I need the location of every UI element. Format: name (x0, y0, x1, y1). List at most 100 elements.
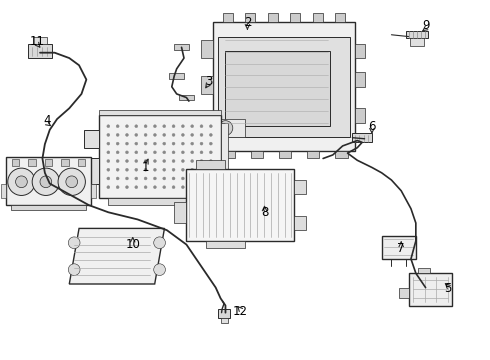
Bar (225, 51, 330, 126)
Bar (223, 150, 235, 158)
Circle shape (107, 151, 110, 154)
Circle shape (107, 125, 110, 128)
Circle shape (16, 176, 27, 188)
Text: 3: 3 (205, 75, 212, 88)
Text: 1: 1 (141, 161, 148, 174)
Bar (355, 72, 365, 87)
Bar (170, 73, 184, 79)
Bar (355, 44, 365, 58)
Bar (84, 158, 98, 184)
Circle shape (153, 168, 156, 171)
Bar (174, 202, 186, 223)
Circle shape (191, 125, 194, 128)
Circle shape (116, 125, 119, 128)
Text: 11: 11 (30, 35, 45, 49)
Circle shape (125, 186, 128, 189)
Text: 8: 8 (261, 207, 268, 220)
Circle shape (209, 159, 212, 162)
Bar (409, 273, 452, 306)
Circle shape (32, 168, 59, 195)
Text: 7: 7 (397, 242, 405, 255)
Circle shape (181, 177, 184, 180)
Circle shape (153, 159, 156, 162)
Bar (91, 184, 96, 198)
Circle shape (172, 168, 175, 171)
Circle shape (191, 142, 194, 145)
Bar (220, 123, 228, 191)
Bar (98, 110, 220, 116)
Bar (196, 160, 225, 169)
Circle shape (209, 177, 212, 180)
Circle shape (153, 125, 156, 128)
Circle shape (144, 134, 147, 136)
Circle shape (172, 186, 175, 189)
Circle shape (181, 186, 184, 189)
Bar (218, 309, 230, 318)
Circle shape (153, 151, 156, 154)
Circle shape (125, 142, 128, 145)
Bar (179, 95, 194, 100)
Bar (61, 159, 69, 166)
Bar (206, 241, 245, 248)
Bar (98, 116, 220, 198)
Circle shape (200, 134, 203, 136)
Circle shape (209, 151, 212, 154)
Circle shape (125, 134, 128, 136)
Bar (410, 39, 424, 45)
Circle shape (163, 168, 166, 171)
Circle shape (209, 134, 212, 136)
Bar (28, 159, 36, 166)
Circle shape (191, 168, 194, 171)
Circle shape (181, 151, 184, 154)
Circle shape (125, 151, 128, 154)
Circle shape (135, 177, 138, 180)
Circle shape (153, 134, 156, 136)
Circle shape (68, 264, 80, 275)
Bar (6, 157, 91, 205)
Bar (11, 205, 86, 211)
Circle shape (181, 168, 184, 171)
Circle shape (200, 168, 203, 171)
Text: 6: 6 (368, 120, 376, 133)
Circle shape (125, 177, 128, 180)
Text: 12: 12 (233, 306, 247, 319)
Circle shape (191, 134, 194, 136)
Circle shape (40, 176, 52, 188)
Circle shape (116, 151, 119, 154)
Bar (335, 13, 345, 22)
Text: 2: 2 (244, 17, 251, 30)
Circle shape (181, 159, 184, 162)
Text: 9: 9 (422, 19, 429, 32)
Circle shape (181, 134, 184, 136)
Circle shape (125, 168, 128, 171)
Bar (279, 150, 292, 158)
Circle shape (209, 142, 212, 145)
Circle shape (200, 177, 203, 180)
Circle shape (200, 159, 203, 162)
Text: 4: 4 (44, 114, 51, 127)
Circle shape (125, 125, 128, 128)
Circle shape (144, 151, 147, 154)
Circle shape (163, 177, 166, 180)
Circle shape (144, 168, 147, 171)
Circle shape (144, 186, 147, 189)
Circle shape (200, 151, 203, 154)
Circle shape (154, 264, 166, 275)
Bar (335, 150, 347, 158)
Circle shape (209, 168, 212, 171)
Circle shape (172, 125, 175, 128)
Bar (201, 112, 213, 130)
Bar (251, 150, 263, 158)
Bar (45, 159, 52, 166)
Bar (28, 44, 52, 58)
Bar (77, 159, 85, 166)
Circle shape (8, 168, 35, 195)
Circle shape (172, 177, 175, 180)
Circle shape (135, 159, 138, 162)
Bar (406, 31, 428, 39)
Circle shape (107, 177, 110, 180)
Circle shape (135, 186, 138, 189)
Circle shape (172, 134, 175, 136)
Circle shape (172, 151, 175, 154)
Bar (268, 13, 278, 22)
